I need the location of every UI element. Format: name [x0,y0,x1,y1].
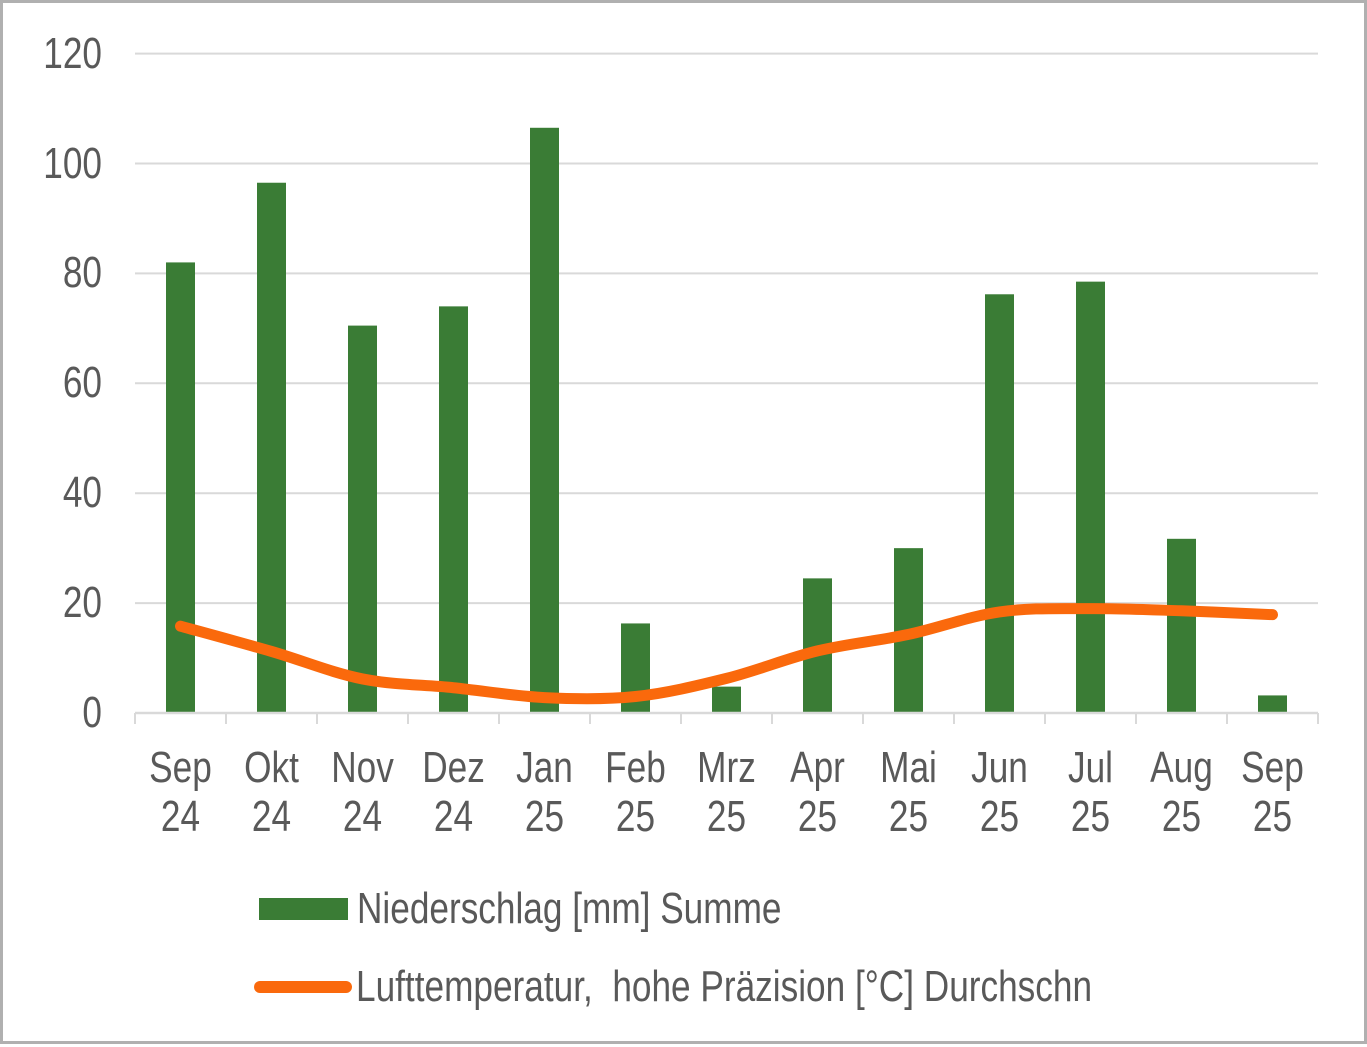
x-axis-label: Sep 25 [1241,743,1304,841]
bar-niederschlag [257,182,286,714]
x-axis-label: Apr 25 [790,743,845,841]
x-axis-label: Aug 25 [1150,743,1213,841]
plot-area [134,52,1319,724]
x-axis-label: Okt 24 [244,743,299,841]
y-axis-label: 40 [62,468,102,518]
y-axis-label: 60 [62,358,102,408]
bar-series-swatch-icon [259,898,348,920]
legend-item-niederschlag: Niederschlag [mm] Summe [259,884,888,934]
x-axis-label: Sep 24 [149,743,212,841]
line-series-swatch-icon [254,981,352,993]
bar-niederschlag [985,294,1014,713]
y-axis-label: 0 [82,688,102,737]
bar-niederschlag [1076,281,1105,713]
x-axis-label: Jan 25 [516,743,573,841]
y-axis-label: 20 [62,578,102,628]
x-axis-label: Jul 25 [1068,743,1113,841]
y-axis-label: 120 [43,28,102,78]
bar-niederschlag [1258,695,1287,713]
legend-label-niederschlag: Niederschlag [mm] Summe [357,884,782,933]
bar-niederschlag [530,127,559,714]
x-axis-label: Dez 24 [422,743,485,841]
y-axis-label: 100 [43,138,102,188]
bar-niederschlag [348,325,377,713]
bar-niederschlag [439,306,468,713]
line-lufttemperatur [175,603,1278,705]
x-axis-label: Feb 25 [605,743,666,841]
bar-niederschlag [1167,538,1196,713]
x-axis-label: Jun 25 [971,743,1028,841]
y-axis-label: 80 [62,248,102,298]
x-axis-label: Mrz 25 [697,743,756,841]
x-axis-label: Mai 25 [880,743,937,841]
bar-niederschlag [712,686,741,713]
x-axis-label: Nov 24 [331,743,394,841]
legend-label-lufttemperatur: Lufttemperatur, hohe Präzision [°C] Durc… [356,962,1093,1011]
legend-item-lufttemperatur: Lufttemperatur, hohe Präzision [°C] Durc… [254,962,1276,1012]
bar-niederschlag [166,262,195,713]
